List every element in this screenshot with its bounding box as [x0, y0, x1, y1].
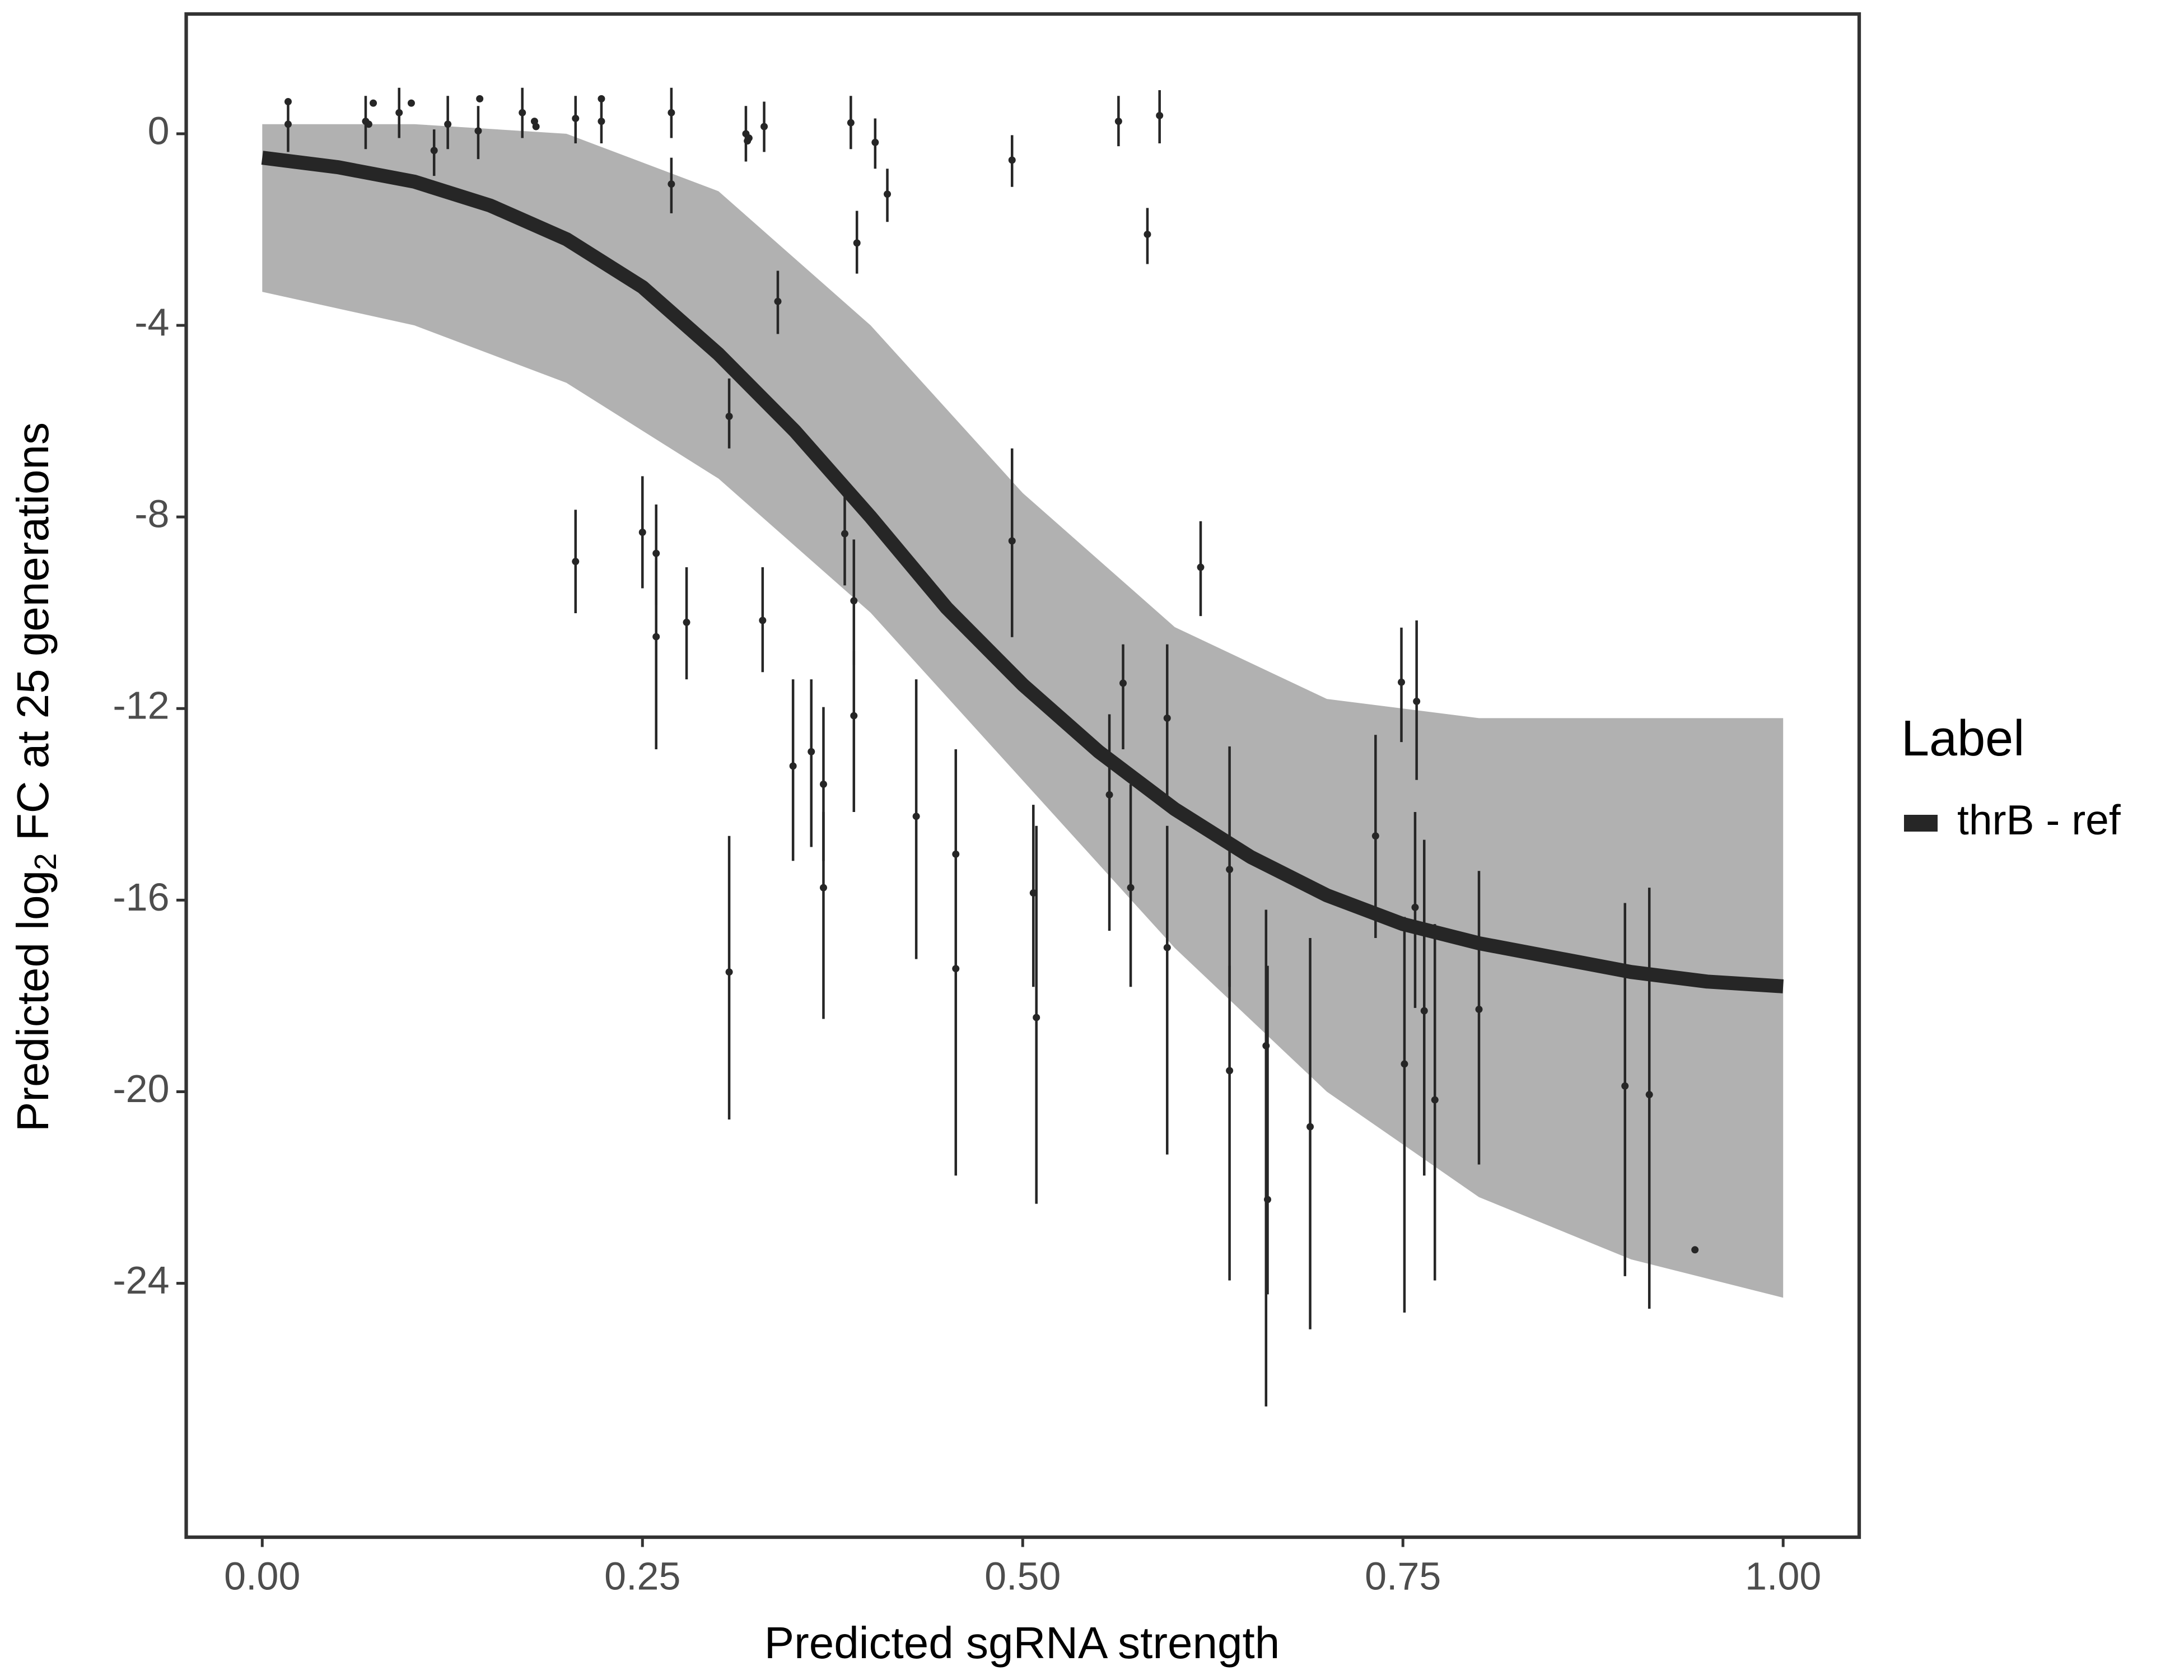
- data-point: [745, 134, 753, 142]
- data-point: [952, 965, 960, 973]
- data-point: [395, 109, 403, 116]
- data-point: [759, 617, 767, 624]
- data-point: [668, 180, 675, 188]
- legend-key: [1904, 815, 1938, 832]
- data-point: [1431, 1096, 1439, 1104]
- data-point: [668, 109, 675, 116]
- y-title-subscript: 2: [28, 853, 63, 870]
- data-point: [1411, 903, 1419, 911]
- data-point: [850, 597, 858, 605]
- data-point: [847, 119, 855, 127]
- x-tick-label: 0.50: [984, 1554, 1061, 1598]
- data-point: [444, 120, 452, 128]
- data-point: [572, 558, 580, 566]
- data-point: [1119, 679, 1127, 687]
- data-point: [638, 528, 646, 536]
- data-point: [572, 114, 580, 122]
- legend-label: thrB - ref: [1957, 796, 2121, 843]
- x-tick-label: 0.25: [604, 1554, 680, 1598]
- data-point: [819, 884, 827, 892]
- x-axis-title: Predicted sgRNA strength: [764, 1618, 1280, 1668]
- data-point: [1008, 537, 1016, 545]
- data-point: [519, 109, 526, 116]
- data-point: [1621, 1082, 1629, 1090]
- data-point: [850, 712, 858, 720]
- data-point: [1645, 1091, 1653, 1099]
- y-tick-label: -20: [113, 1067, 169, 1110]
- data-point: [1127, 884, 1135, 892]
- y-title-part: Predicted log: [8, 870, 58, 1132]
- data-point: [1420, 1007, 1428, 1015]
- x-tick-label: 0.75: [1365, 1554, 1441, 1598]
- data-point: [912, 813, 920, 820]
- data-point: [789, 762, 797, 770]
- x-tick-label: 1.00: [1745, 1554, 1821, 1598]
- data-point: [284, 120, 292, 128]
- data-point: [474, 127, 482, 135]
- data-point: [1105, 791, 1113, 799]
- data-point: [1033, 1014, 1040, 1021]
- y-tick-label: -8: [134, 492, 169, 536]
- data-point: [1163, 944, 1171, 951]
- data-point: [407, 99, 415, 107]
- y-tick-label: -12: [113, 684, 169, 727]
- data-point: [532, 123, 540, 130]
- data-point: [365, 120, 372, 128]
- y-title-part: FC at 25 generations: [8, 422, 58, 853]
- data-point: [1163, 714, 1171, 722]
- data-point: [1144, 230, 1151, 238]
- data-point: [725, 412, 733, 420]
- data-point: [808, 748, 815, 755]
- y-tick-label: -4: [134, 300, 169, 344]
- data-point: [1264, 1196, 1272, 1203]
- fit-line: [261, 151, 1784, 993]
- data-point: [652, 633, 660, 641]
- data-point: [774, 297, 782, 305]
- data-point: [853, 239, 861, 247]
- data-point: [284, 98, 292, 106]
- data-point: [1197, 563, 1205, 571]
- data-point: [871, 138, 879, 146]
- data-point: [1475, 1005, 1483, 1013]
- data-point: [1413, 697, 1421, 705]
- data-point: [476, 95, 484, 102]
- data-point: [683, 618, 690, 626]
- data-point: [1401, 1060, 1408, 1068]
- data-point: [430, 147, 438, 155]
- data-point: [1306, 1123, 1314, 1131]
- y-tick-label: -16: [113, 875, 169, 919]
- data-point: [760, 123, 768, 130]
- data-point: [1371, 832, 1379, 840]
- legend-title: Label: [1901, 711, 2024, 767]
- y-tick-label: 0: [148, 109, 170, 152]
- data-point: [370, 99, 377, 107]
- y-tick-label: -24: [113, 1258, 169, 1302]
- data-point: [652, 549, 660, 557]
- data-point: [598, 95, 605, 102]
- x-tick-label: 0.00: [224, 1554, 300, 1598]
- posterior-band: [262, 124, 1784, 1298]
- data-point: [1114, 118, 1122, 125]
- data-point: [1156, 111, 1164, 119]
- plot-area: [261, 87, 1784, 1407]
- data-point: [1398, 678, 1406, 686]
- data-point: [884, 190, 892, 198]
- data-point: [819, 780, 827, 788]
- data-point: [598, 118, 605, 125]
- data-point: [1691, 1246, 1699, 1254]
- data-point: [1008, 156, 1016, 164]
- y-axis-title: Predicted log2 FC at 25 generations: [8, 422, 62, 1132]
- data-point: [725, 968, 733, 976]
- data-point: [841, 530, 848, 538]
- data-point: [1226, 866, 1234, 874]
- data-point: [1226, 1067, 1234, 1075]
